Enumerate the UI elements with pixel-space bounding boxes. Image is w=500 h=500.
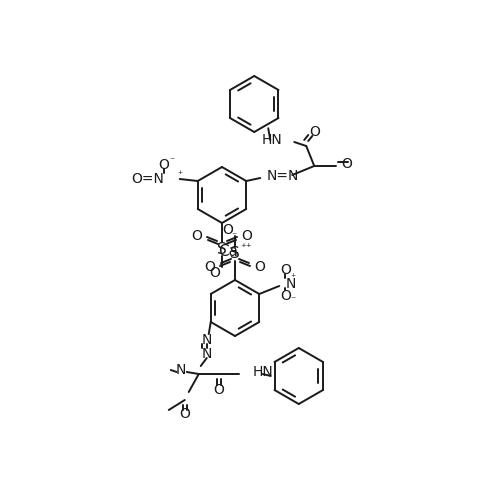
Text: N: N: [285, 277, 296, 291]
Text: N: N: [176, 363, 186, 377]
Text: S: S: [217, 242, 227, 256]
Text: S: S: [230, 246, 240, 262]
Text: O: O: [192, 229, 202, 243]
Text: O: O: [222, 223, 234, 237]
Text: ⁻: ⁻: [218, 262, 224, 272]
Text: O: O: [242, 229, 252, 243]
Text: ⁻: ⁻: [232, 231, 236, 241]
Text: O=N: O=N: [131, 172, 164, 186]
Text: N: N: [202, 347, 212, 361]
Text: O: O: [280, 263, 290, 277]
Text: ⁺⁺: ⁺⁺: [240, 243, 252, 253]
Text: HN: HN: [262, 133, 282, 147]
Text: O: O: [309, 125, 320, 139]
Text: HN: HN: [253, 365, 274, 379]
Text: N=N: N=N: [266, 169, 298, 183]
Text: O: O: [214, 383, 224, 397]
Text: O: O: [158, 158, 169, 172]
Text: O: O: [341, 157, 351, 171]
Text: O: O: [180, 407, 190, 421]
Text: O: O: [254, 260, 266, 274]
Text: N: N: [202, 333, 212, 347]
Text: O: O: [280, 289, 290, 303]
Text: Ca: Ca: [218, 244, 238, 260]
Text: ⁻: ⁻: [169, 156, 174, 166]
Text: ⁺: ⁺: [177, 170, 182, 180]
Text: O: O: [210, 266, 220, 280]
Text: O: O: [204, 260, 216, 274]
Text: ⁻: ⁻: [290, 295, 296, 305]
Text: ⁺: ⁺: [290, 273, 296, 283]
